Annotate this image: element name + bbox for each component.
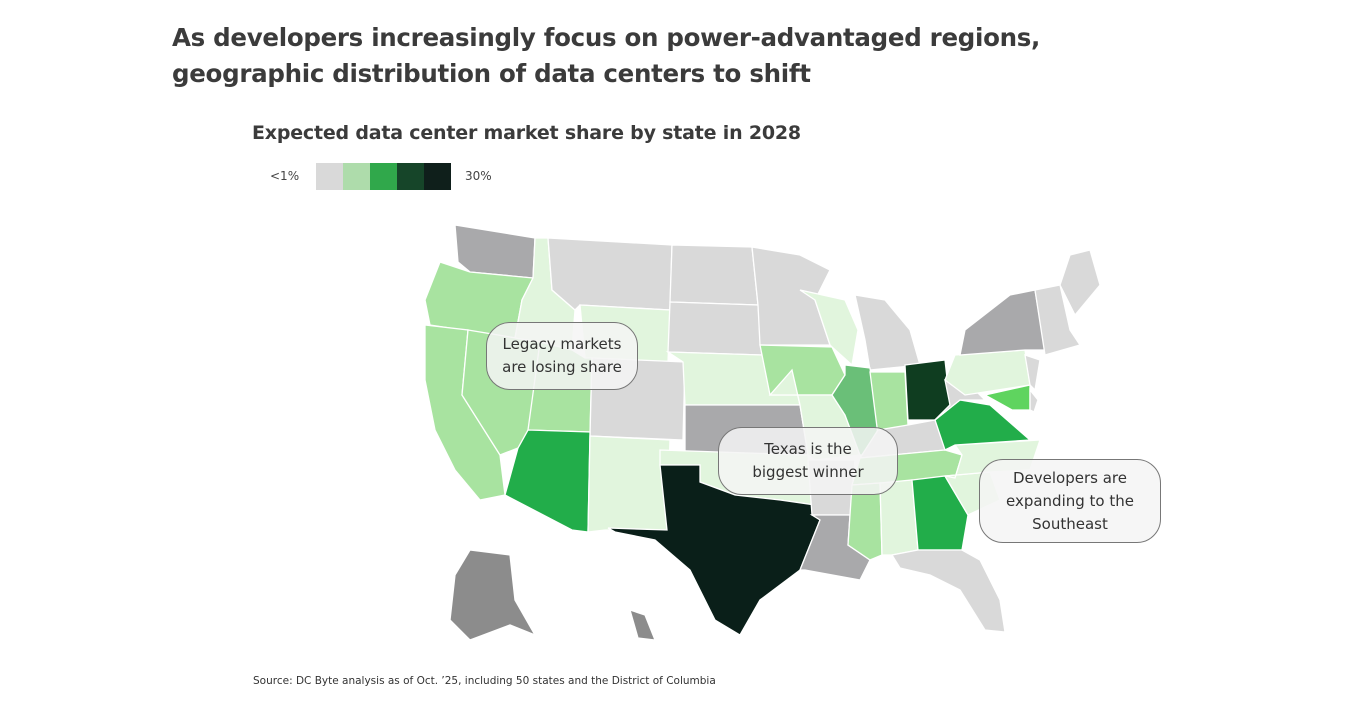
callout-text: Legacy markets <box>502 335 622 353</box>
legend-max-label: 30% <box>465 169 492 183</box>
state-tx <box>607 464 821 636</box>
source-note: Source: DC Byte analysis as of Oct. ’25,… <box>253 675 716 687</box>
callout-text: Texas is the <box>764 440 852 458</box>
callout-text: Southeast <box>1032 514 1108 533</box>
legend-swatch-5 <box>424 162 451 190</box>
state-nm <box>587 435 671 533</box>
headline: As developers increasingly focus on powe… <box>172 20 1040 92</box>
headline-line-2: geographic distribution of data centers … <box>172 59 811 88</box>
state-fl <box>890 549 1006 633</box>
legend-swatch-2 <box>343 162 370 190</box>
state-nd <box>669 244 759 306</box>
legend-min-label: <1% <box>270 169 300 183</box>
legend-swatch-3 <box>370 162 397 190</box>
map-subtitle: Expected data center market share by sta… <box>252 122 801 144</box>
callout-text: biggest winner <box>752 463 864 481</box>
state-nj <box>1024 354 1041 392</box>
legend-swatch-4 <box>397 162 424 190</box>
callout-text: expanding to the <box>1006 491 1134 510</box>
callout-legacy-markets: Legacy markets are losing share <box>486 322 638 390</box>
callout-text: Developers are <box>1013 468 1127 487</box>
headline-line-1: As developers increasingly focus on powe… <box>172 23 1041 52</box>
legend: <1% 30% <box>270 162 492 190</box>
state-me <box>1059 249 1101 317</box>
state-sd <box>667 301 763 356</box>
state-ak <box>449 549 537 641</box>
state-ga <box>911 475 969 551</box>
state-wa <box>454 224 536 279</box>
state-mt <box>547 237 673 311</box>
state-az <box>504 429 591 533</box>
state-mi <box>854 294 921 371</box>
state-ny <box>959 289 1046 356</box>
legend-swatch-1 <box>316 162 343 190</box>
state-ne-region <box>1034 284 1082 356</box>
state-hi <box>629 608 657 641</box>
callout-texas: Texas is the biggest winner <box>718 427 898 495</box>
callout-text: are losing share <box>502 358 622 376</box>
callout-southeast: Developers are expanding to the Southeast <box>979 459 1161 543</box>
state-ia <box>759 344 846 396</box>
state-wi <box>799 289 859 367</box>
state-de <box>1029 388 1039 413</box>
